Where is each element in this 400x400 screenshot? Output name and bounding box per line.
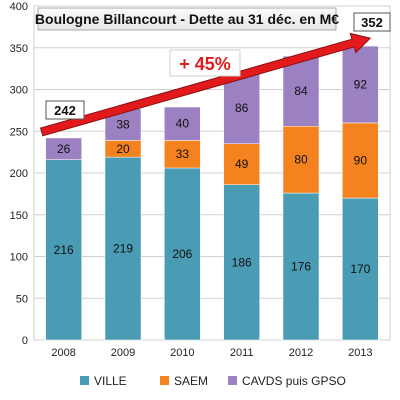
bar-value-label: 90 xyxy=(354,153,368,167)
y-tick-label: 100 xyxy=(10,252,28,264)
bar-value-label: 26 xyxy=(57,142,71,156)
bar-value-label: 176 xyxy=(291,260,311,274)
chart-title: Boulogne Billancourt - Dette au 31 déc. … xyxy=(35,11,339,27)
growth-arrow xyxy=(39,32,372,137)
legend-label-gpso: CAVDS puis GPSO xyxy=(242,374,346,388)
y-tick-label: 300 xyxy=(10,85,28,97)
bar-value-label: 86 xyxy=(235,101,249,115)
bar-segment xyxy=(342,122,379,199)
bar-value-label: 38 xyxy=(116,118,130,132)
growth-box xyxy=(169,49,241,77)
bar-value-label: 206 xyxy=(172,247,192,261)
bar-segment xyxy=(164,106,201,141)
x-tick-label: 2009 xyxy=(111,347,135,359)
bar-value-label: 216 xyxy=(54,243,74,257)
x-tick-label: 2011 xyxy=(230,347,254,359)
end-total-box xyxy=(353,12,391,32)
gridlines xyxy=(34,5,390,341)
bar-segment xyxy=(223,143,260,185)
end-total-label: 352 xyxy=(361,15,383,30)
x-axis-ticks: 2008 2009 2010 2011 2012 2013 xyxy=(51,347,372,359)
x-tick-label: 2010 xyxy=(170,347,194,359)
y-tick-label: 0 xyxy=(22,335,28,347)
legend-label-ville: VILLE xyxy=(94,374,127,388)
bar-segment xyxy=(164,167,201,341)
bar-segment xyxy=(342,197,379,341)
bar-value-label: 80 xyxy=(294,153,308,167)
bar-segment xyxy=(223,71,260,145)
bar-value-label: 33 xyxy=(176,147,190,161)
bar-value-label: 219 xyxy=(113,242,133,256)
bar-segment xyxy=(223,184,260,341)
bar-segment xyxy=(282,125,320,194)
bar-value-label: 20 xyxy=(116,142,130,156)
x-tick-label: 2008 xyxy=(51,347,75,359)
title-box xyxy=(37,7,337,31)
bar-segment xyxy=(45,159,82,341)
legend-swatch-gpso xyxy=(228,376,237,385)
bar-value-label: 40 xyxy=(176,117,190,131)
bar-value-label: 84 xyxy=(294,84,308,98)
y-tick-label: 150 xyxy=(10,210,28,222)
legend-swatch-ville xyxy=(80,376,89,385)
bar-segment xyxy=(282,192,320,341)
y-tick-label: 350 xyxy=(10,43,28,55)
legend-swatch-saem xyxy=(160,376,169,385)
y-tick-label: 200 xyxy=(10,168,28,180)
growth-label: + 45% xyxy=(179,54,231,74)
bars: 216 26 219 20 38 206 33 40 186 49 86 176 80 84 170 90 92 xyxy=(45,45,379,341)
bar-segment xyxy=(45,137,82,160)
bar-segment xyxy=(342,45,379,124)
bar-segment xyxy=(282,55,320,127)
y-tick-label: 250 xyxy=(10,126,28,138)
legend-label-saem: SAEM xyxy=(174,374,208,388)
y-tick-label: 50 xyxy=(16,293,28,305)
bar-value-label: 92 xyxy=(354,77,368,91)
start-total-label: 242 xyxy=(54,103,76,118)
y-tick-label: 400 xyxy=(10,1,28,13)
y-axis-ticks: 0 50 100 150 200 250 300 350 400 xyxy=(10,1,28,347)
growth-arrow-shape xyxy=(39,32,372,137)
bar-value-label: 170 xyxy=(350,262,370,276)
start-total-box xyxy=(45,100,85,120)
x-tick-label: 2013 xyxy=(348,347,372,359)
bar-segment xyxy=(164,140,201,169)
bar-value-label: 186 xyxy=(232,255,252,269)
x-tick-label: 2012 xyxy=(289,347,313,359)
legend: VILLE SAEM CAVDS puis GPSO xyxy=(80,374,346,388)
bar-value-label: 49 xyxy=(235,157,249,171)
